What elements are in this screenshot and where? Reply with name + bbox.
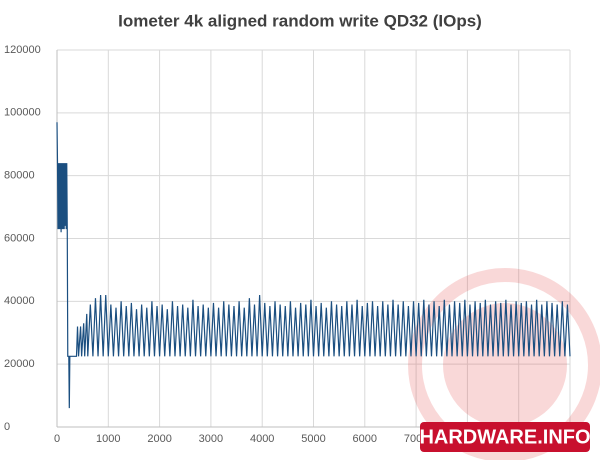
y-tick-label: 60000 — [4, 232, 35, 244]
y-tick-label: 100000 — [4, 107, 41, 119]
y-tick-label: 120000 — [4, 44, 41, 56]
x-tick-label: 2000 — [147, 433, 171, 445]
y-tick-label: 80000 — [4, 170, 35, 182]
x-tick-label: 4000 — [250, 433, 274, 445]
y-tick-label: 40000 — [4, 295, 35, 307]
x-tick-label: 0 — [54, 433, 60, 445]
x-tick-label: 3000 — [199, 433, 223, 445]
y-tick-label: 0 — [4, 421, 10, 433]
x-tick-label: 1000 — [96, 433, 120, 445]
x-tick-label: 6000 — [353, 433, 377, 445]
chart-title: Iometer 4k aligned random write QD32 (IO… — [118, 11, 482, 30]
y-tick-label: 20000 — [4, 358, 35, 370]
data-line — [56, 122, 571, 409]
watermark-badge — [420, 422, 590, 452]
x-tick-label: 5000 — [301, 433, 325, 445]
watermark-text: HARDWARE.INFO — [419, 426, 590, 448]
